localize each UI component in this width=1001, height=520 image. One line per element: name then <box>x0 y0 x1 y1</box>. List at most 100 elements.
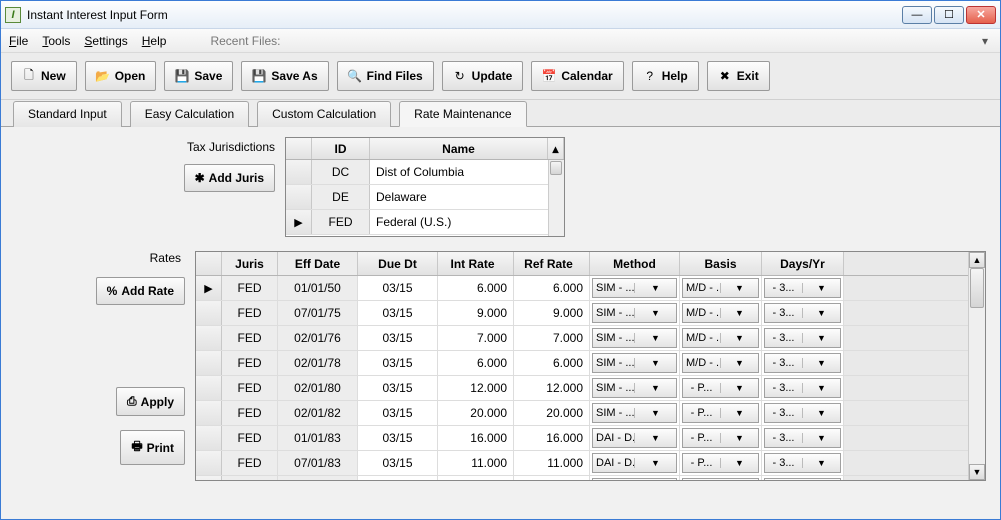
juris-col-name[interactable]: Name <box>370 138 548 159</box>
cell-due-dt[interactable]: 03/15 <box>358 276 438 300</box>
row-selector-icon[interactable]: ▶ <box>196 276 222 300</box>
cell-eff-date[interactable]: 07/01/83 <box>278 451 358 475</box>
juris-id-cell[interactable]: DC <box>312 160 370 184</box>
days-dropdown[interactable]: - 3...▼ <box>764 378 841 398</box>
maximize-button[interactable]: ☐ <box>934 6 964 24</box>
row-selector-icon[interactable] <box>286 185 312 209</box>
basis-dropdown[interactable]: M/D - ...▼ <box>682 303 759 323</box>
cell-ref-rate[interactable]: 20.000 <box>514 401 590 425</box>
row-selector-icon[interactable] <box>196 401 222 425</box>
chevron-down-icon[interactable]: ▼ <box>634 283 676 293</box>
tab-custom-calculation[interactable]: Custom Calculation <box>257 101 391 127</box>
method-dropdown[interactable]: DAI - D...▼ <box>592 428 677 448</box>
chevron-down-icon[interactable]: ▼ <box>802 408 840 418</box>
rates-row[interactable]: FED07/01/8303/1511.00011.000DAI - D...▼-… <box>196 451 985 476</box>
chevron-down-icon[interactable]: ▼ <box>634 433 676 443</box>
method-dropdown[interactable]: SIM - ...▼ <box>592 278 677 298</box>
chevron-down-icon[interactable]: ▼ <box>802 333 840 343</box>
save-as-button[interactable]: 💾Save As <box>241 61 328 91</box>
rates-row[interactable]: ▶FED01/01/5003/156.0006.000SIM - ...▼M/D… <box>196 276 985 301</box>
chevron-down-icon[interactable]: ▼ <box>802 308 840 318</box>
add-rate-button[interactable]: %Add Rate <box>96 277 185 305</box>
basis-dropdown[interactable]: - P...▼ <box>682 403 759 423</box>
days-dropdown[interactable]: - 3...▼ <box>764 403 841 423</box>
cell-ref-rate[interactable]: 6.000 <box>514 276 590 300</box>
scroll-up-icon[interactable]: ▲ <box>969 252 985 268</box>
cell-int-rate[interactable]: 11.000 <box>438 451 514 475</box>
scroll-thumb[interactable] <box>970 268 984 308</box>
juris-name-cell[interactable]: Dist of Columbia <box>370 160 564 184</box>
chevron-down-icon[interactable]: ▼ <box>720 358 758 368</box>
rates-row[interactable]: FED01/01/8303/1516.00016.000DAI - D...▼-… <box>196 426 985 451</box>
cell-juris[interactable]: FED <box>222 476 278 481</box>
chevron-down-icon[interactable]: ▼ <box>634 308 676 318</box>
cell-juris[interactable]: FED <box>222 276 278 300</box>
tab-standard-input[interactable]: Standard Input <box>13 101 122 127</box>
days-dropdown[interactable]: - 3▼ <box>764 478 841 481</box>
basis-dropdown[interactable]: - P▼ <box>682 478 759 481</box>
method-dropdown[interactable]: SIM - ...▼ <box>592 403 677 423</box>
days-dropdown[interactable]: - 3...▼ <box>764 278 841 298</box>
days-dropdown[interactable]: - 3...▼ <box>764 453 841 473</box>
days-dropdown[interactable]: - 3...▼ <box>764 428 841 448</box>
chevron-down-icon[interactable]: ▼ <box>634 383 676 393</box>
cell-eff-date[interactable]: 01/01/83 <box>278 426 358 450</box>
juris-id-cell[interactable]: DE <box>312 185 370 209</box>
method-dropdown[interactable]: SIM - ...▼ <box>592 378 677 398</box>
cell-int-rate[interactable]: 12.000 <box>438 376 514 400</box>
juris-col-id[interactable]: ID <box>312 138 370 159</box>
add-juris-button[interactable]: ✱Add Juris <box>184 164 275 192</box>
basis-dropdown[interactable]: M/D - ...▼ <box>682 278 759 298</box>
row-selector-icon[interactable] <box>286 160 312 184</box>
chevron-down-icon[interactable]: ▼ <box>720 333 758 343</box>
print-button[interactable]: 🖶Print <box>120 430 185 465</box>
exit-button[interactable]: ✖Exit <box>707 61 770 91</box>
cell-eff-date[interactable]: 02/01/76 <box>278 326 358 350</box>
cell-int-rate[interactable]: 7.000 <box>438 326 514 350</box>
tab-easy-calculation[interactable]: Easy Calculation <box>130 101 249 127</box>
menu-tools[interactable]: Tools <box>42 34 70 48</box>
chevron-down-icon[interactable]: ▼ <box>634 333 676 343</box>
rates-col-due-dt[interactable]: Due Dt <box>358 252 438 275</box>
jurisdictions-grid[interactable]: ID Name ▴ DCDist of ColumbiaDEDelaware▶F… <box>285 137 565 237</box>
scroll-down-icon[interactable]: ▼ <box>969 464 985 480</box>
chevron-down-icon[interactable]: ▼ <box>720 283 758 293</box>
days-dropdown[interactable]: - 3...▼ <box>764 303 841 323</box>
rates-row[interactable]: FED07/01/7503/159.0009.000SIM - ...▼M/D … <box>196 301 985 326</box>
basis-dropdown[interactable]: - P...▼ <box>682 428 759 448</box>
days-dropdown[interactable]: - 3...▼ <box>764 353 841 373</box>
close-button[interactable]: ✕ <box>966 6 996 24</box>
cell-ref-rate[interactable]: 16.000 <box>514 426 590 450</box>
find-files-button[interactable]: 🔍Find Files <box>337 61 434 91</box>
rates-col-int-rate[interactable]: Int Rate <box>438 252 514 275</box>
row-selector-icon[interactable] <box>196 476 222 481</box>
juris-row[interactable]: DCDist of Columbia <box>286 160 564 185</box>
cell-ref-rate[interactable]: 9.000 <box>514 301 590 325</box>
method-dropdown[interactable]: SIM - ...▼ <box>592 353 677 373</box>
juris-name-cell[interactable]: Delaware <box>370 185 564 209</box>
row-selector-icon[interactable] <box>196 351 222 375</box>
cell-juris[interactable]: FED <box>222 451 278 475</box>
chevron-down-icon[interactable]: ▼ <box>802 383 840 393</box>
cell-due-dt[interactable]: 03/15 <box>358 451 438 475</box>
cell-due-dt[interactable]: 03/15 <box>358 476 438 481</box>
cell-eff-date[interactable]: 01/01/85 <box>278 476 358 481</box>
basis-dropdown[interactable]: - P...▼ <box>682 378 759 398</box>
rates-col-days-yr[interactable]: Days/Yr <box>762 252 844 275</box>
row-selector-icon[interactable] <box>196 426 222 450</box>
rates-row[interactable]: FED02/01/7803/156.0006.000SIM - ...▼M/D … <box>196 351 985 376</box>
menu-settings[interactable]: Settings <box>84 34 127 48</box>
days-dropdown[interactable]: - 3...▼ <box>764 328 841 348</box>
juris-row[interactable]: ▶FEDFederal (U.S.) <box>286 210 564 235</box>
save-button[interactable]: 💾Save <box>164 61 233 91</box>
chevron-down-icon[interactable]: ▼ <box>720 458 758 468</box>
cell-int-rate[interactable]: 20.000 <box>438 401 514 425</box>
apply-button[interactable]: ⎙Apply <box>116 387 185 416</box>
chevron-down-icon[interactable]: ▼ <box>720 308 758 318</box>
calendar-button[interactable]: 📅Calendar <box>531 61 623 91</box>
menu-file[interactable]: File <box>9 34 28 48</box>
cell-juris[interactable]: FED <box>222 401 278 425</box>
chevron-down-icon[interactable]: ▼ <box>634 408 676 418</box>
rates-col-juris[interactable]: Juris <box>222 252 278 275</box>
row-selector-icon[interactable] <box>196 451 222 475</box>
